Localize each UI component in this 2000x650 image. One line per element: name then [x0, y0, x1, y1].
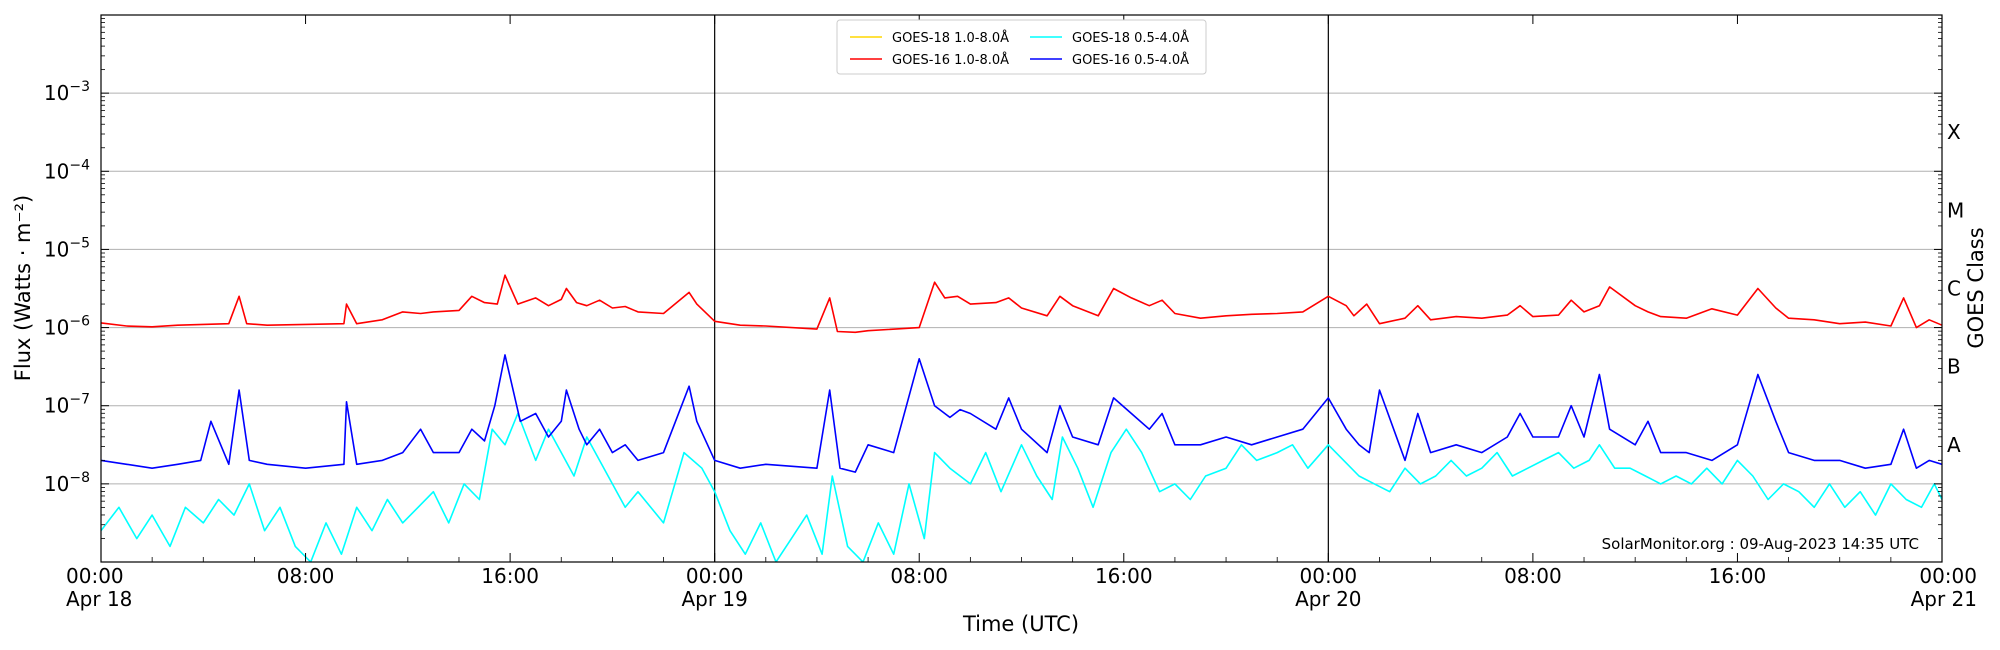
x-tick-time-label: 00:00	[1300, 564, 1358, 588]
x-tick-time-label: 00:00	[686, 564, 744, 588]
y-tick-label: 10−4	[44, 157, 90, 183]
goes-class-labels: A B C M X	[1947, 120, 1964, 457]
goes-class-label: B	[1947, 355, 1961, 379]
credit-text: SolarMonitor.org : 09-Aug-2023 14:35 UTC	[1602, 535, 1919, 553]
goes-class-label: C	[1947, 277, 1961, 301]
goes-class-label: A	[1947, 433, 1961, 457]
y-tick-label: 10−8	[44, 470, 90, 496]
legend-box	[836, 19, 1207, 75]
x-axis-label: Time (UTC)	[962, 612, 1079, 636]
day-boundary-lines	[714, 15, 1329, 562]
y-tick-label: 10−7	[44, 392, 90, 418]
x-tick-time-label: 08:00	[1504, 564, 1562, 588]
legend-entry-label: GOES-16 0.5-4.0Å	[1072, 52, 1189, 68]
x-tick-date-label: Apr 19	[681, 587, 747, 611]
y-axis-ticks: 10−8 10−7 10−6 10−5 10−4 10−3	[44, 18, 1942, 539]
series-lines	[101, 274, 1942, 562]
y-tick-label: 10−3	[44, 79, 90, 105]
goes-class-label: M	[1947, 198, 1964, 222]
x-tick-time-label: 08:00	[890, 564, 948, 588]
goes-class-label: X	[1947, 120, 1961, 144]
y-tick-label: 10−5	[44, 235, 90, 261]
y2-axis-label: GOES Class	[1964, 227, 1988, 348]
legend-entry-label: GOES-18 0.5-4.0Å	[1072, 30, 1189, 46]
y-axis-label: Flux (Watts · m⁻²)	[11, 195, 35, 381]
x-tick-time-label: 16:00	[1709, 564, 1767, 588]
y-tick-label: 10−6	[44, 314, 90, 340]
legend-entry-label: GOES-18 1.0-8.0Å	[892, 30, 1009, 46]
x-tick-time-label: 16:00	[1095, 564, 1153, 588]
legend: GOES-18 1.0-8.0Å GOES-16 1.0-8.0Å GOES-18 …	[836, 19, 1207, 75]
x-tick-time-label: 16:00	[481, 564, 539, 588]
x-tick-date-label: Apr 18	[66, 587, 132, 611]
x-tick-time-label: 00:00	[1919, 564, 1977, 588]
grid-lines	[101, 92, 1942, 485]
series-line	[101, 412, 1942, 562]
x-tick-date-label: Apr 21	[1911, 587, 1977, 611]
series-line	[101, 274, 1942, 334]
x-tick-date-label: Apr 20	[1295, 587, 1361, 611]
legend-entry-label: GOES-16 1.0-8.0Å	[892, 52, 1009, 68]
series-line	[101, 354, 1942, 473]
x-tick-time-label: 08:00	[277, 564, 335, 588]
x-tick-time-label: 00:00	[66, 564, 124, 588]
